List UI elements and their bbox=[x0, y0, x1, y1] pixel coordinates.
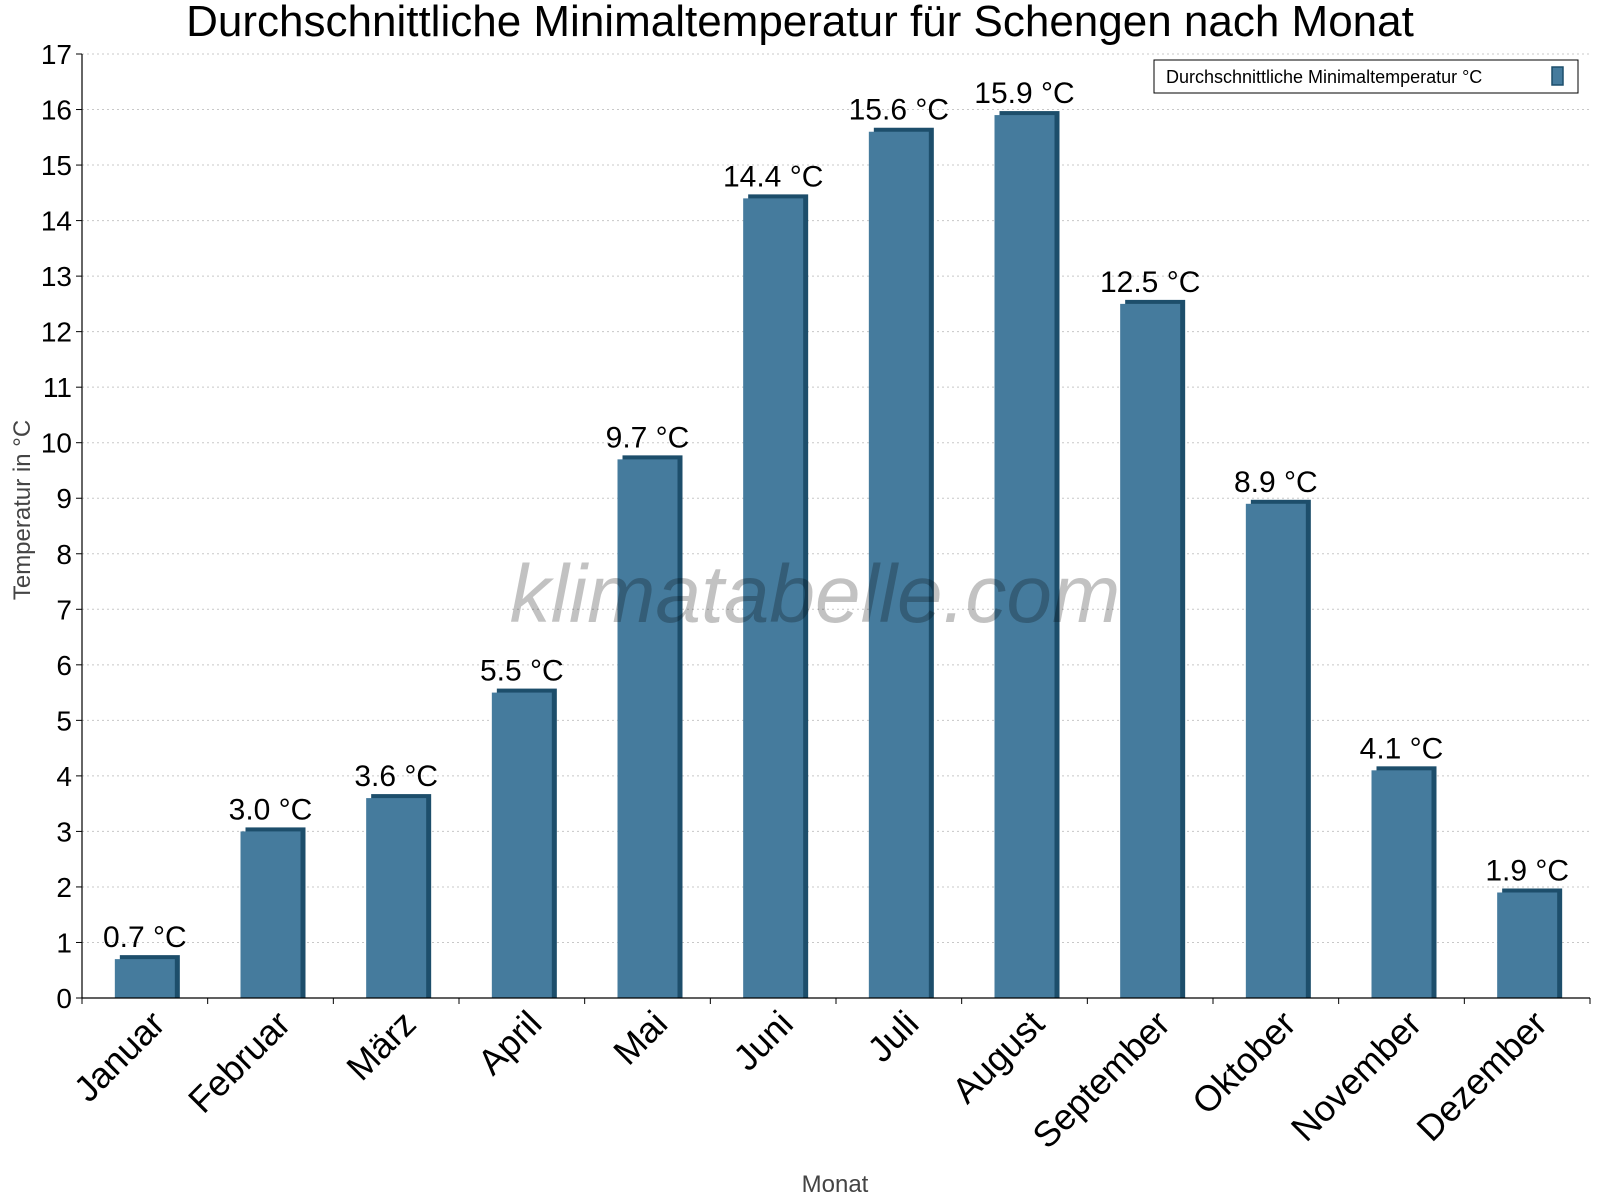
bar-face bbox=[994, 115, 1055, 999]
y-tick-label: 14 bbox=[41, 206, 72, 237]
y-tick-label: 17 bbox=[41, 39, 72, 70]
x-tick-label: Oktober bbox=[1184, 1003, 1304, 1123]
y-tick-label: 4 bbox=[56, 761, 72, 792]
y-tick-label: 0 bbox=[56, 983, 72, 1014]
legend-box bbox=[1153, 59, 1579, 94]
bar-face bbox=[617, 459, 678, 998]
x-tick-label: September bbox=[1024, 1003, 1178, 1157]
x-tick-label: Februar bbox=[180, 1003, 298, 1121]
data-labels: 0.7 °C 3.0 °C 3.6 °C 5.5 °C 9.7 °C 14.4 °C 15.… bbox=[103, 77, 1569, 954]
legend: Durchschnittliche Minimaltemperatur °C bbox=[1153, 59, 1579, 94]
legend-swatch bbox=[1551, 66, 1564, 86]
bar bbox=[868, 127, 934, 999]
bar-face bbox=[240, 831, 301, 998]
y-tick-label: 1 bbox=[56, 927, 72, 958]
y-tick-label: 10 bbox=[41, 428, 72, 459]
bar bbox=[1497, 888, 1563, 998]
data-label: 9.7 °C bbox=[606, 421, 690, 454]
bar bbox=[240, 827, 306, 998]
data-label: 4.1 °C bbox=[1360, 732, 1444, 765]
x-tick-label: Januar bbox=[66, 1003, 173, 1110]
chart-title: Durchschnittliche Minimaltemperatur für … bbox=[186, 0, 1414, 46]
data-label: 15.9 °C bbox=[974, 77, 1074, 110]
x-axis-ticks: Januar Februar März April Mai Juni Juli AugustS… bbox=[66, 998, 1591, 1157]
bar-face bbox=[868, 131, 929, 998]
bar-face bbox=[1371, 770, 1432, 998]
bar-face bbox=[743, 198, 804, 998]
bar bbox=[491, 688, 557, 998]
axes bbox=[81, 54, 1590, 999]
x-tick-label: Juni bbox=[725, 1003, 801, 1079]
data-label: 14.4 °C bbox=[723, 160, 823, 193]
y-tick-label: 2 bbox=[56, 872, 72, 903]
data-label: 0.7 °C bbox=[103, 921, 187, 954]
y-tick-label: 8 bbox=[56, 539, 72, 570]
y-tick-label: 12 bbox=[41, 317, 72, 348]
bar bbox=[366, 794, 432, 998]
bar bbox=[743, 194, 809, 998]
x-tick-label: November bbox=[1283, 1003, 1429, 1149]
y-tick-label: 15 bbox=[41, 150, 72, 181]
data-label: 8.9 °C bbox=[1234, 466, 1318, 499]
data-label: 5.5 °C bbox=[480, 655, 564, 688]
bar-face bbox=[114, 959, 175, 998]
data-label: 3.0 °C bbox=[229, 793, 313, 826]
data-label: 15.6 °C bbox=[849, 94, 949, 127]
bar bbox=[994, 111, 1060, 999]
x-tick-label: März bbox=[338, 1003, 424, 1089]
bar-face bbox=[366, 798, 427, 998]
bars bbox=[114, 111, 1563, 999]
x-tick-label: Juli bbox=[859, 1003, 926, 1070]
y-tick-label: 9 bbox=[56, 483, 72, 514]
x-tick-label: Dezember bbox=[1408, 1003, 1554, 1149]
data-label: 12.5 °C bbox=[1100, 266, 1200, 299]
y-tick-label: 7 bbox=[56, 594, 72, 625]
x-tick-label: April bbox=[470, 1003, 550, 1083]
watermark: klimatabelle.com bbox=[510, 549, 1121, 640]
y-tick-label: 16 bbox=[41, 95, 72, 126]
y-tick-label: 13 bbox=[41, 261, 72, 292]
bar-face bbox=[1245, 503, 1306, 998]
x-axis-label: Monat bbox=[802, 1171, 869, 1198]
data-label: 1.9 °C bbox=[1485, 854, 1569, 887]
y-tick-label: 11 bbox=[43, 372, 72, 403]
bar-face bbox=[1497, 892, 1558, 998]
bar-face bbox=[491, 692, 552, 998]
bar bbox=[114, 955, 180, 998]
y-axis-label: Temperatur in °C bbox=[9, 420, 36, 600]
bar bbox=[1120, 299, 1186, 999]
bar-face bbox=[1120, 303, 1181, 999]
x-tick-label: August bbox=[944, 1003, 1052, 1111]
grid-lines bbox=[82, 53, 1590, 943]
data-label: 3.6 °C bbox=[354, 760, 438, 793]
y-tick-label: 6 bbox=[56, 650, 72, 681]
bar bbox=[1371, 766, 1437, 998]
y-tick-label: 5 bbox=[56, 705, 72, 736]
legend-label: Durchschnittliche Minimaltemperatur °C bbox=[1166, 67, 1482, 87]
x-tick-label: Mai bbox=[605, 1003, 675, 1073]
bar bbox=[1245, 499, 1311, 998]
bar bbox=[617, 455, 683, 998]
y-tick-label: 3 bbox=[56, 816, 72, 847]
